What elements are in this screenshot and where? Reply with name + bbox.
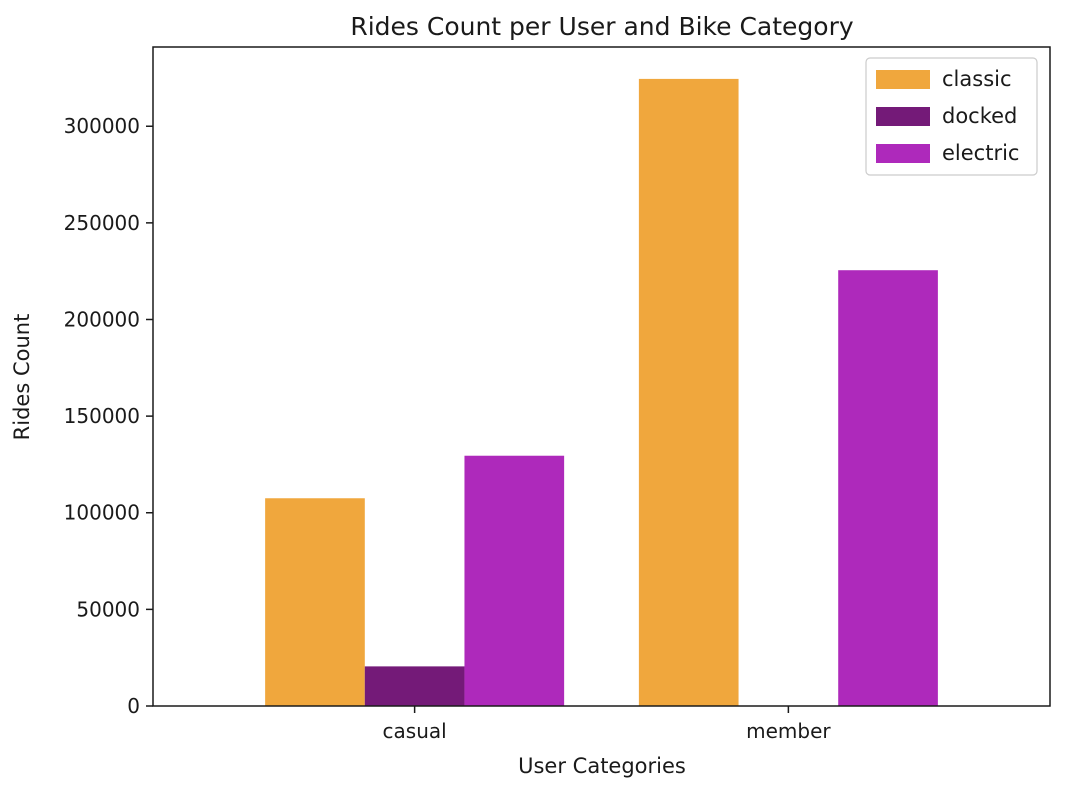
y-tick-label: 100000 xyxy=(64,501,140,525)
bars-group xyxy=(265,78,938,706)
y-tick-label: 250000 xyxy=(64,211,140,235)
y-axis-label: Rides Count xyxy=(10,314,34,441)
y-tick-label: 0 xyxy=(127,694,140,718)
y-tick-label: 300000 xyxy=(64,114,140,138)
bar-electric-member xyxy=(838,270,938,706)
bar-classic-member xyxy=(638,78,739,706)
y-tick-label: 50000 xyxy=(76,597,140,621)
plot-frame xyxy=(152,46,1051,707)
bar-electric-casual xyxy=(464,455,565,706)
y-tick-label: 200000 xyxy=(64,307,140,331)
legend-label-classic: classic xyxy=(942,67,1012,91)
legend: classic docked electric xyxy=(865,57,1038,176)
legend-swatch-electric xyxy=(876,144,930,163)
chart-title: Rides Count per User and Bike Category xyxy=(350,12,854,41)
bar-docked-casual xyxy=(364,666,465,706)
x-axis-label: User Categories xyxy=(518,754,686,778)
bar-classic-casual xyxy=(265,498,365,706)
x-axis-ticks: casual member xyxy=(383,706,831,743)
legend-label-docked: docked xyxy=(942,104,1017,128)
x-tick-label: casual xyxy=(383,719,447,743)
legend-swatch-docked xyxy=(876,107,930,126)
y-axis-ticks: 0 50000 100000 150000 200000 250000 300000 xyxy=(64,114,153,718)
legend-swatch-classic xyxy=(876,70,930,89)
y-tick-label: 150000 xyxy=(64,404,140,428)
legend-label-electric: electric xyxy=(942,141,1019,165)
x-tick-label: member xyxy=(746,719,831,743)
